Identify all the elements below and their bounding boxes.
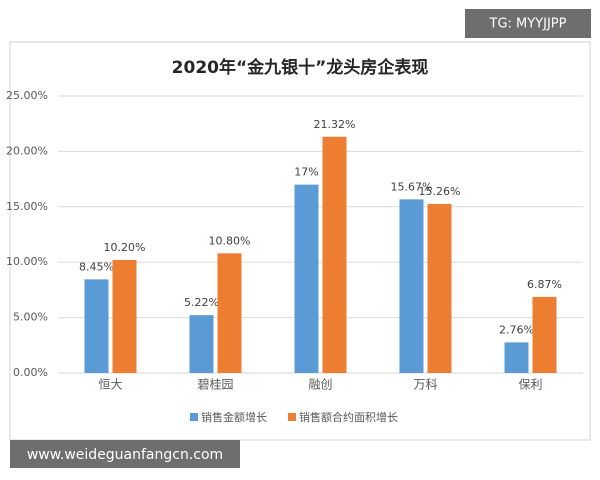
value-label: 17% [294,166,318,179]
y-tick-label: 15.00% [6,200,48,213]
value-label: 15.67% [391,180,433,193]
chart-title: 2020年“金九银十”龙头房企表现 [172,57,429,78]
watermark-box [465,9,591,38]
value-label: 10.80% [209,234,251,247]
bar [532,296,557,373]
bar [84,279,109,373]
y-tick-label: 0.00% [13,366,48,379]
bar [427,203,452,373]
bar [189,315,214,373]
value-label: 6.87% [527,278,562,291]
legend-swatch [190,413,198,421]
watermark-box [10,440,240,468]
value-label: 21.32% [314,118,356,131]
value-label: 10.20% [104,241,146,254]
x-tick-label: 保利 [518,378,542,392]
x-tick-label: 万科 [413,378,437,392]
value-label: 2.76% [499,323,534,336]
legend-label: 销售额合约面积增长 [299,410,398,424]
y-tick-label: 5.00% [13,311,48,324]
y-tick-label: 20.00% [6,144,48,157]
bar [504,342,529,373]
legend-label: 销售金额增长 [201,410,267,424]
y-tick-label: 10.00% [6,255,48,268]
x-tick-label: 恒大 [98,378,122,392]
value-label: 15.26% [419,185,461,198]
bar [294,184,319,373]
x-tick-label: 碧桂园 [197,377,233,392]
bar [217,253,242,373]
bar [399,199,424,373]
y-tick-label: 25.00% [6,89,48,102]
bar [112,259,137,373]
watermark: TG: MYYJJPP [489,17,567,32]
watermark: www.weideguanfangcn.com [27,447,223,463]
x-tick-label: 融创 [308,378,332,392]
bar [322,136,347,373]
legend-swatch [288,413,296,421]
value-label: 8.45% [79,260,114,273]
value-label: 5.22% [184,296,219,309]
